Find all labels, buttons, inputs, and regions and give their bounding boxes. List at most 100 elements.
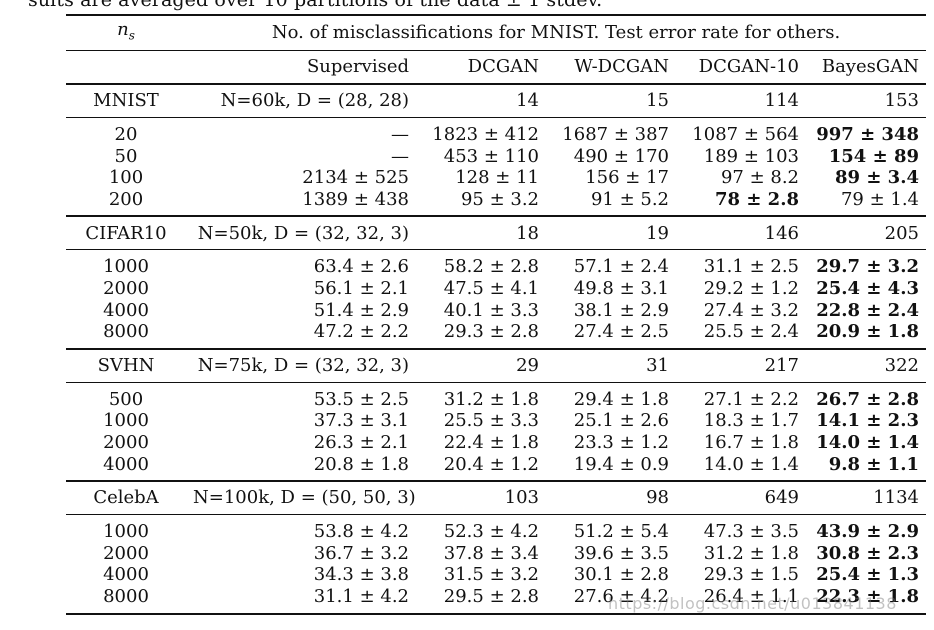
table-row: 4000 51.4 ± 2.9 40.1 ± 3.3 38.1 ± 2.9 27.4 ±…	[66, 300, 926, 322]
cell-dcgan10: 27.4 ± 3.2	[703, 299, 799, 321]
column-header-bayesgan: BayesGAN	[821, 56, 919, 78]
cell-dcgan: 453 ± 110	[443, 145, 539, 167]
table-row: 8000 31.1 ± 4.2 29.5 ± 2.8 27.6 ± 4.2 26.4 ±…	[66, 586, 926, 614]
table-row: 4000 20.8 ± 1.8 20.4 ± 1.2 19.4 ± 0.9 14.0 ±…	[66, 454, 926, 482]
rule-cell	[66, 117, 926, 118]
table-caption: sults are averaged over 10 partitions of…	[28, 0, 603, 11]
param-count-dcgan10: 217	[764, 354, 799, 376]
cell-wdcgan: 51.2 ± 5.4	[573, 521, 669, 543]
table-row: 1000 53.8 ± 4.2 52.3 ± 4.2 51.2 ± 5.4 47.3 ±…	[66, 515, 926, 543]
cell-wdcgan: 49.8 ± 3.1	[573, 277, 669, 299]
span-header: No. of misclassifications for MNIST. Tes…	[271, 22, 841, 44]
cell-supervised: 34.3 ± 3.8	[313, 564, 409, 586]
cell-wdcgan: 27.6 ± 4.2	[573, 585, 669, 607]
cell-dcgan: 31.2 ± 1.8	[443, 388, 539, 410]
table-row: 200 1389 ± 438 95 ± 3.2 91 ± 5.2 78 ± 2.8 79 …	[66, 189, 926, 217]
cell-dcgan10: 47.3 ± 3.5	[703, 521, 799, 543]
cell-wdcgan: 30.1 ± 2.8	[573, 564, 669, 586]
table-row: 4000 34.3 ± 3.8 31.5 ± 3.2 30.1 ± 2.8 29.3 ±…	[66, 564, 926, 586]
dataset-meta: N=75k, D = (32, 32, 3)	[197, 354, 409, 376]
dataset-row-cifar10: CIFAR10 N=50k, D = (32, 32, 3) 18 19 146 205	[66, 217, 926, 250]
ns-value: 100	[108, 167, 144, 189]
cell-dcgan: 95 ± 3.2	[460, 188, 539, 210]
cell-dcgan10: 29.2 ± 1.2	[703, 277, 799, 299]
ns-value: 50	[114, 145, 138, 167]
cell-bayesgan: 89 ± 3.4	[835, 167, 919, 189]
cell-supervised: 1389 ± 438	[302, 188, 409, 210]
dataset-name: SVHN	[97, 354, 155, 376]
dataset-row-svhn: SVHN N=75k, D = (32, 32, 3) 29 31 217 322	[66, 350, 926, 383]
param-count-dcgan: 18	[516, 222, 539, 244]
cell-dcgan: 58.2 ± 2.8	[443, 256, 539, 278]
ns-value: 2000	[103, 277, 149, 299]
cell-supervised: —	[391, 145, 409, 167]
bottom-rule	[66, 612, 926, 616]
cell-bayesgan: 997 ± 348	[816, 124, 919, 145]
dataset-rule	[66, 514, 926, 516]
table-row: 20 — 1823 ± 412 1687 ± 387 1087 ± 564 997 ± 3…	[66, 118, 926, 146]
results-table-body: ns No. of misclassifications for MNIST. …	[66, 14, 926, 616]
rule-cell	[66, 612, 926, 616]
cell-dcgan10: 1087 ± 564	[692, 124, 799, 145]
cell-dcgan10: 78 ± 2.8	[715, 188, 799, 210]
cell-supervised: 36.7 ± 3.2	[313, 542, 409, 564]
cell-dcgan: 1823 ± 412	[432, 124, 539, 145]
ns-header-label: n	[117, 18, 129, 40]
dataset-name: CelebA	[93, 487, 159, 509]
ns-header: ns	[66, 16, 186, 51]
param-count-dcgan10: 146	[764, 222, 799, 244]
cell-supervised: 53.5 ± 2.5	[313, 388, 409, 410]
ns-header-subscript: s	[128, 28, 135, 43]
cell-wdcgan: 19.4 ± 0.9	[573, 453, 669, 475]
results-table-wrapper: ns No. of misclassifications for MNIST. …	[66, 14, 926, 616]
param-count-dcgan: 29	[516, 354, 539, 376]
table-row: 2000 26.3 ± 2.1 22.4 ± 1.8 23.3 ± 1.2 16.7 ±…	[66, 432, 926, 454]
cell-supervised: 31.1 ± 4.2	[313, 585, 409, 607]
dataset-meta: N=60k, D = (28, 28)	[220, 90, 409, 112]
table-row: 500 53.5 ± 2.5 31.2 ± 1.8 29.4 ± 1.8 27.1 ± …	[66, 383, 926, 411]
cell-wdcgan: 1687 ± 387	[562, 124, 669, 145]
cell-dcgan10: 27.1 ± 2.2	[703, 388, 799, 410]
cell-supervised: 56.1 ± 2.1	[313, 277, 409, 299]
cell-supervised: 63.4 ± 2.6	[313, 256, 409, 278]
dataset-name: MNIST	[93, 90, 159, 112]
cell-dcgan10: 97 ± 8.2	[720, 167, 799, 189]
dataset-rule	[66, 382, 926, 383]
cell-bayesgan: 25.4 ± 1.3	[816, 564, 919, 586]
column-header-dcgan10: DCGAN-10	[698, 56, 799, 78]
cell-bayesgan: 22.8 ± 2.4	[816, 299, 919, 321]
dataset-rule	[66, 117, 926, 118]
cell-dcgan: 29.3 ± 2.8	[443, 321, 539, 343]
dataset-rule	[66, 249, 926, 251]
ns-value: 4000	[103, 453, 149, 475]
cell-wdcgan: 25.1 ± 2.6	[573, 410, 669, 432]
cell-bayesgan: 14.0 ± 1.4	[816, 431, 919, 453]
cell-bayesgan: 29.7 ± 3.2	[816, 256, 919, 278]
cell-bayesgan: 22.3 ± 1.8	[816, 585, 919, 607]
rule-cell	[66, 514, 926, 516]
ns-value: 8000	[103, 321, 149, 343]
dataset-row-celeba: CelebA N=100k, D = (50, 50, 3) 103 98 649 113…	[66, 482, 926, 515]
cell-bayesgan: 9.8 ± 1.1	[828, 453, 919, 475]
ns-value: 4000	[103, 299, 149, 321]
cell-dcgan: 40.1 ± 3.3	[443, 299, 539, 321]
cell-dcgan10: 26.4 ± 1.1	[703, 585, 799, 607]
ns-value: 4000	[103, 564, 149, 586]
rule-cell	[66, 249, 926, 251]
param-count-dcgan: 14	[516, 90, 539, 112]
ns-value: 1000	[103, 521, 149, 543]
ns-value: 2000	[103, 542, 149, 564]
table-row: 2000 36.7 ± 3.2 37.8 ± 3.4 39.6 ± 3.5 31.2 ±…	[66, 543, 926, 565]
cell-bayesgan: 26.7 ± 2.8	[816, 388, 919, 410]
param-count-dcgan10: 114	[764, 90, 799, 112]
column-header-row: Supervised DCGAN W-DCGAN DCGAN-10 BayesG…	[66, 51, 926, 84]
cell-dcgan: 22.4 ± 1.8	[443, 431, 539, 453]
header-rule	[66, 50, 926, 51]
cell-dcgan: 31.5 ± 3.2	[443, 564, 539, 586]
table-row: 50 — 453 ± 110 490 ± 170 189 ± 103 154 ± 89	[66, 146, 926, 168]
cell-dcgan10: 31.1 ± 2.5	[703, 256, 799, 278]
cell-supervised: —	[391, 124, 409, 145]
param-count-bayesgan: 153	[884, 90, 919, 112]
cell-dcgan10: 29.3 ± 1.5	[703, 564, 799, 586]
cell-supervised: 20.8 ± 1.8	[313, 453, 409, 475]
